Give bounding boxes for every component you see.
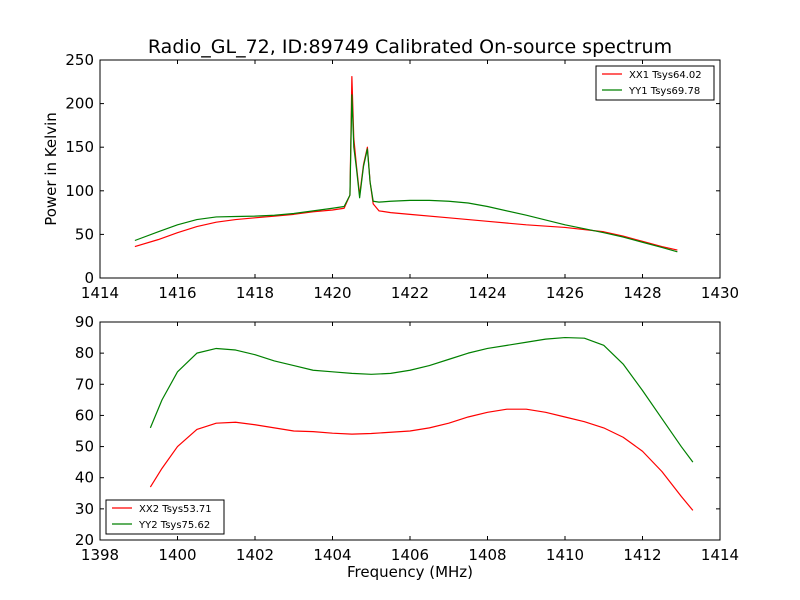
- bottom-panel-y-tick-label: 70: [75, 375, 94, 393]
- bottom-panel-x-tick-label: 1400: [158, 546, 196, 564]
- bottom-panel-series: [149, 336, 694, 511]
- top-panel-y-tick-label: 200: [65, 95, 94, 113]
- top-panel-x-tick-label: 1426: [546, 284, 584, 302]
- bottom-panel-x-tick-label: 1414: [701, 546, 739, 564]
- top-panel-x-tick-label: 1418: [236, 284, 274, 302]
- top-panel-ticks: 1414 1416 1418 1420 1422 1424 1426 1428 1430 0 50 1…: [65, 51, 739, 302]
- top-panel-x-tick-label: 1416: [158, 284, 196, 302]
- bottom-panel-y-tick-label: 90: [75, 313, 94, 331]
- top-panel-legend-label-xx1: XX1 Tsys64.02: [629, 70, 702, 81]
- bottom-panel-y-tick-label: 30: [75, 500, 94, 518]
- top-panel-x-tick-label: 1422: [391, 284, 429, 302]
- top-panel-y-tick-label: 50: [75, 225, 94, 243]
- top-panel-x-tick-label: 1424: [468, 284, 506, 302]
- bottom-panel: 1398 1400 1402 1404 1406 1408 1410 1412 1414 20 30…: [75, 313, 739, 581]
- bottom-panel-y-tick-label: 60: [75, 406, 94, 424]
- top-panel-series-yy-line: [134, 94, 678, 253]
- top-panel-series: [134, 75, 678, 253]
- bottom-panel-ticks: 1398 1400 1402 1404 1406 1408 1410 1412 1414 20 30…: [75, 313, 739, 564]
- bottom-panel-y-tick-label: 50: [75, 438, 94, 456]
- bottom-panel-x-tick-label: 1408: [468, 546, 506, 564]
- top-panel-legend: XX1 Tsys64.02 YY1 Tsys69.78: [595, 65, 715, 101]
- bottom-panel-x-tick-label: 1404: [313, 546, 351, 564]
- bottom-panel-legend-label-xx2: XX2 Tsys53.71: [139, 504, 212, 515]
- bottom-panel-x-tick-label: 1412: [623, 546, 661, 564]
- top-panel-legend-label-yy1: YY1 Tsys69.78: [628, 86, 700, 97]
- bottom-panel-series-yy-line: [149, 336, 694, 463]
- top-panel-y-tick-label: 100: [65, 182, 94, 200]
- top-panel-x-tick-label: 1430: [701, 284, 739, 302]
- top-panel-y-tick-label: 250: [65, 51, 94, 69]
- bottom-panel-legend-label-yy2: YY2 Tsys75.62: [138, 520, 210, 531]
- bottom-panel-series-xx-line: [149, 408, 694, 511]
- top-panel-y-axis-label: Power in Kelvin: [42, 112, 60, 226]
- top-panel-x-tick-label: 1428: [623, 284, 661, 302]
- top-panel-legend-box: [595, 65, 715, 101]
- bottom-panel-x-tick-label: 1406: [391, 546, 429, 564]
- bottom-panel-x-tick-label: 1398: [81, 546, 119, 564]
- bottom-panel-legend: XX2 Tsys53.71 YY2 Tsys75.62: [105, 499, 225, 535]
- top-panel-x-tick-label: 1414: [81, 284, 119, 302]
- bottom-panel-y-tick-label: 40: [75, 469, 94, 487]
- bottom-panel-x-tick-label: 1410: [546, 546, 584, 564]
- top-panel-x-tick-label: 1420: [313, 284, 351, 302]
- bottom-panel-y-tick-label: 80: [75, 344, 94, 362]
- top-panel-y-tick-label: 150: [65, 138, 94, 156]
- top-panel: 1414 1416 1418 1420 1422 1424 1426 1428 1430 0 50 1…: [42, 51, 739, 302]
- top-panel-y-tick-label: 0: [84, 269, 94, 287]
- bottom-panel-x-axis-label: Frequency (MHz): [347, 563, 473, 581]
- bottom-panel-y-tick-label: 20: [75, 531, 94, 549]
- bottom-panel-x-tick-label: 1402: [236, 546, 274, 564]
- bottom-panel-legend-box: [105, 499, 225, 535]
- chart-title: Radio_GL_72, ID:89749 Calibrated On-sour…: [148, 36, 672, 58]
